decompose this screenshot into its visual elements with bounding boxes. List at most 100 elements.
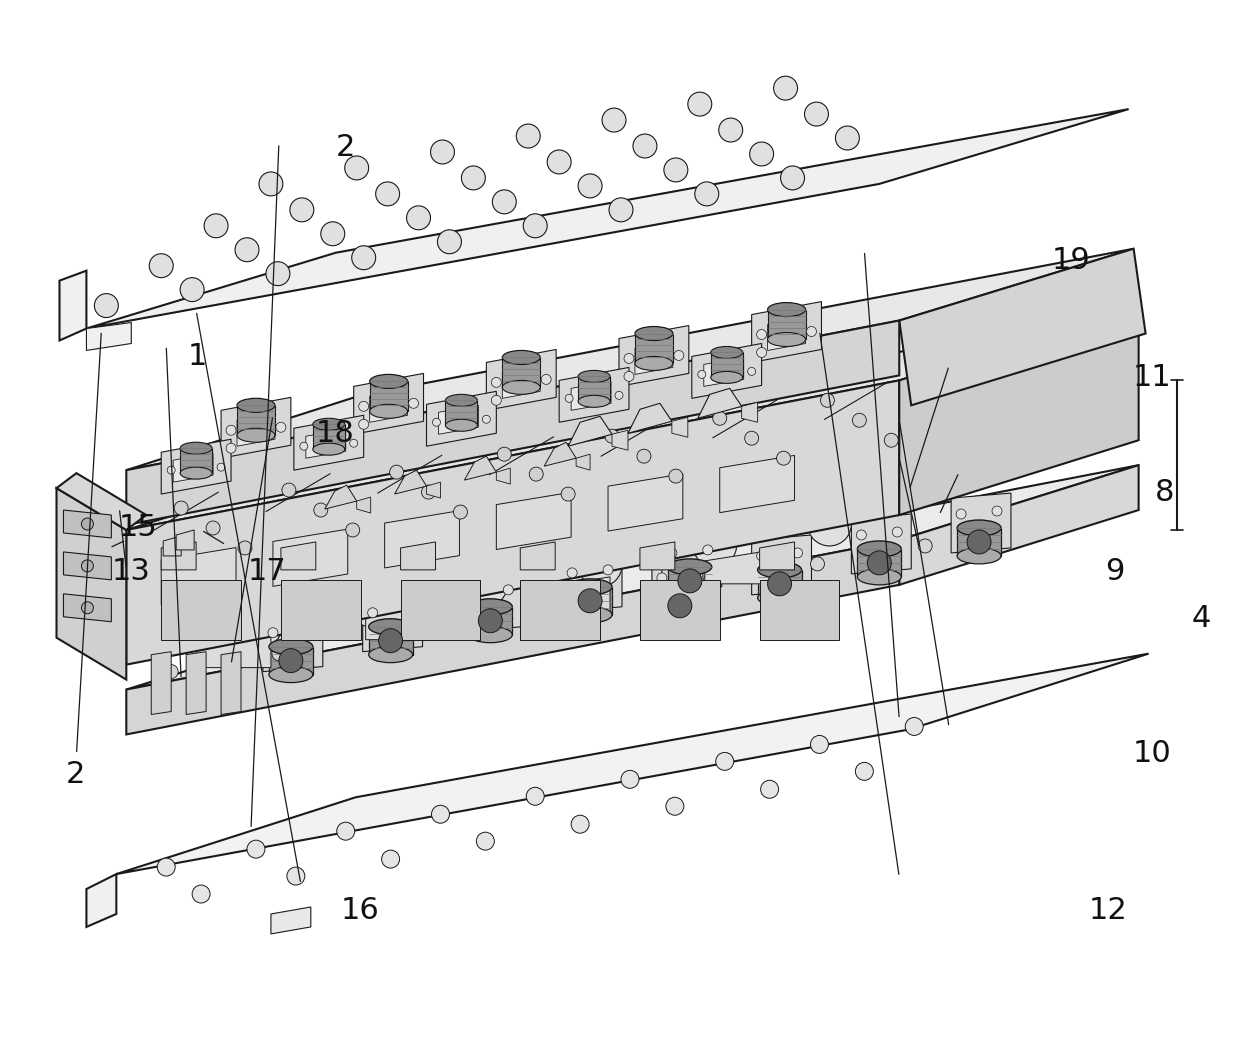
Polygon shape: [174, 453, 213, 482]
Circle shape: [663, 158, 688, 182]
Circle shape: [430, 140, 454, 163]
Text: 4: 4: [1192, 604, 1211, 633]
Bar: [521, 580, 600, 639]
Circle shape: [358, 401, 368, 411]
Polygon shape: [57, 488, 126, 679]
Polygon shape: [692, 344, 761, 398]
Circle shape: [236, 238, 259, 262]
Circle shape: [304, 625, 314, 635]
Circle shape: [265, 262, 290, 286]
Ellipse shape: [370, 374, 408, 389]
Circle shape: [378, 629, 403, 653]
Circle shape: [562, 487, 575, 501]
Circle shape: [167, 466, 175, 474]
Polygon shape: [899, 248, 1146, 406]
Circle shape: [956, 509, 966, 519]
Polygon shape: [719, 456, 795, 512]
Ellipse shape: [768, 303, 806, 316]
Bar: [760, 580, 839, 639]
Circle shape: [82, 518, 93, 530]
Polygon shape: [186, 652, 206, 715]
Circle shape: [893, 527, 903, 537]
Polygon shape: [857, 549, 901, 576]
Text: 2: 2: [336, 133, 355, 162]
Circle shape: [433, 418, 440, 427]
Text: 2: 2: [66, 761, 86, 789]
Polygon shape: [126, 465, 1138, 690]
Polygon shape: [899, 306, 1138, 515]
Polygon shape: [704, 549, 780, 584]
Circle shape: [811, 556, 825, 571]
Circle shape: [497, 447, 511, 461]
Text: 10: 10: [1132, 740, 1171, 768]
Circle shape: [624, 371, 634, 381]
Polygon shape: [312, 424, 345, 450]
Polygon shape: [568, 416, 613, 446]
Polygon shape: [362, 592, 423, 652]
Ellipse shape: [469, 627, 512, 642]
Polygon shape: [394, 471, 427, 494]
Bar: [281, 580, 361, 639]
Circle shape: [756, 551, 766, 561]
Polygon shape: [180, 449, 212, 473]
Circle shape: [526, 787, 544, 805]
Circle shape: [82, 602, 93, 614]
Polygon shape: [117, 654, 1148, 874]
Polygon shape: [273, 529, 347, 586]
Ellipse shape: [758, 590, 801, 606]
Polygon shape: [502, 357, 541, 388]
Circle shape: [632, 134, 657, 158]
Ellipse shape: [370, 405, 408, 418]
Polygon shape: [751, 534, 811, 595]
Polygon shape: [577, 454, 590, 471]
Circle shape: [272, 647, 286, 660]
Polygon shape: [768, 318, 806, 350]
Circle shape: [382, 850, 399, 868]
Polygon shape: [521, 542, 556, 570]
Circle shape: [350, 439, 357, 447]
Circle shape: [180, 278, 205, 302]
Circle shape: [867, 551, 892, 575]
Ellipse shape: [568, 607, 613, 623]
Ellipse shape: [180, 467, 212, 479]
Text: 12: 12: [1089, 896, 1128, 925]
Circle shape: [918, 539, 932, 553]
Circle shape: [226, 425, 236, 435]
Circle shape: [605, 430, 619, 443]
Circle shape: [637, 450, 651, 463]
Polygon shape: [126, 540, 899, 735]
Polygon shape: [325, 485, 357, 509]
Polygon shape: [221, 397, 291, 458]
Circle shape: [491, 395, 501, 406]
Circle shape: [806, 327, 816, 336]
Polygon shape: [751, 302, 821, 363]
Circle shape: [805, 102, 828, 126]
Circle shape: [693, 570, 703, 580]
Ellipse shape: [502, 350, 541, 365]
Circle shape: [476, 832, 495, 850]
Ellipse shape: [502, 380, 541, 394]
Circle shape: [321, 222, 345, 245]
Polygon shape: [619, 326, 688, 387]
Circle shape: [259, 172, 283, 196]
Ellipse shape: [368, 647, 413, 662]
Circle shape: [792, 548, 802, 558]
Circle shape: [821, 393, 835, 408]
Text: 1: 1: [187, 343, 207, 371]
Circle shape: [756, 348, 766, 357]
Polygon shape: [401, 542, 435, 570]
Circle shape: [348, 583, 393, 627]
Polygon shape: [161, 439, 231, 494]
Polygon shape: [126, 321, 899, 525]
Ellipse shape: [469, 598, 512, 615]
Circle shape: [668, 594, 692, 617]
Ellipse shape: [857, 541, 901, 556]
Polygon shape: [427, 391, 496, 446]
Circle shape: [666, 798, 683, 815]
Circle shape: [376, 182, 399, 205]
Polygon shape: [126, 248, 1133, 471]
Text: 18: 18: [316, 418, 355, 447]
Ellipse shape: [957, 520, 1001, 536]
Circle shape: [268, 628, 278, 637]
Circle shape: [300, 442, 308, 451]
